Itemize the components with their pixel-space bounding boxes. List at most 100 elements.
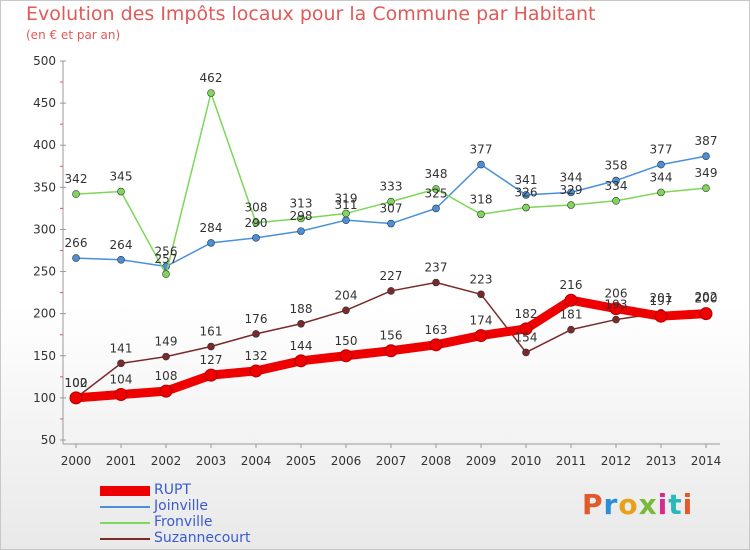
y-tick-label: 150 — [33, 349, 56, 363]
x-tick-label: 2011 — [556, 454, 587, 468]
data-label-suzannecourt: 161 — [200, 325, 223, 339]
line-chart: 50 100 150 200 250 300 350 400 450 500 2000 2001 200… — [33, 54, 721, 468]
data-label-fronville: 348 — [425, 167, 448, 181]
chart-title: Evolution des Impôts locaux pour la Comm… — [26, 3, 596, 25]
point-suzannecourt — [162, 352, 170, 361]
logo-letter: i — [682, 488, 694, 521]
x-tick-label: 2001 — [106, 454, 137, 468]
x-tick-label: 2005 — [286, 454, 317, 468]
data-label-suzannecourt: 102 — [65, 376, 88, 390]
x-tick-label: 2012 — [601, 454, 632, 468]
data-label-fronville: 334 — [605, 179, 628, 193]
point-fronville — [522, 203, 530, 212]
point-suzannecourt — [117, 359, 125, 368]
x-tick-label: 2002 — [151, 454, 182, 468]
data-label-fronville: 319 — [335, 191, 358, 205]
x-tick-label: 2013 — [646, 454, 677, 468]
data-label-rupt: 156 — [380, 329, 403, 343]
data-label-joinville: 341 — [515, 173, 538, 187]
point-rupt — [339, 349, 353, 363]
point-fronville — [702, 184, 710, 192]
logo-letter: i — [657, 488, 669, 521]
point-rupt — [159, 384, 173, 398]
y-tick-label: 350 — [33, 180, 56, 194]
proxiti-logo: Proxiti — [582, 488, 693, 521]
point-rupt — [474, 329, 488, 343]
data-label-fronville: 308 — [245, 201, 268, 215]
point-fronville — [342, 209, 350, 218]
point-suzannecourt — [612, 315, 620, 324]
point-fronville — [387, 197, 395, 206]
point-joinville — [612, 176, 620, 185]
logo-letter: t — [668, 488, 683, 521]
data-label-joinville: 298 — [290, 209, 313, 223]
data-label-joinville: 311 — [335, 198, 358, 212]
legend-label-joinville: Joinville — [154, 498, 209, 514]
point-rupt — [114, 388, 128, 402]
point-rupt — [429, 338, 443, 352]
y-tick-label: 100 — [33, 391, 56, 405]
data-label-suzannecourt: 202 — [695, 290, 718, 304]
data-label-rupt: 197 — [650, 294, 673, 308]
x-tick-label: 2010 — [511, 454, 542, 468]
point-suzannecourt — [387, 287, 395, 295]
y-tick-label: 400 — [33, 138, 56, 152]
point-rupt — [519, 322, 533, 336]
data-label-rupt: 132 — [245, 349, 268, 363]
data-label-joinville: 377 — [650, 143, 673, 157]
point-rupt — [609, 302, 623, 316]
point-joinville — [702, 152, 710, 160]
point-suzannecourt — [207, 342, 215, 351]
point-rupt — [69, 391, 83, 405]
point-fronville — [162, 270, 170, 278]
data-label-suzannecourt: 227 — [380, 269, 403, 283]
point-fronville — [432, 185, 440, 193]
data-label-joinville: 387 — [695, 134, 718, 148]
point-joinville — [657, 160, 665, 169]
x-tick-label: 2000 — [61, 454, 92, 468]
data-label-rupt: 127 — [200, 353, 223, 367]
point-rupt — [294, 354, 308, 368]
data-label-rupt: 216 — [560, 278, 583, 292]
data-label-rupt: 182 — [515, 307, 538, 321]
data-label-fronville: 342 — [65, 172, 88, 186]
data-label-suzannecourt: 223 — [470, 272, 493, 286]
logo-letter: P — [582, 488, 604, 521]
data-label-suzannecourt: 176 — [245, 312, 268, 326]
data-label-fronville: 257 — [155, 252, 178, 266]
data-label-suzannecourt: 188 — [290, 302, 313, 316]
point-rupt — [249, 364, 263, 378]
data-label-rupt: 108 — [155, 369, 178, 383]
legend-label-rupt: RUPT — [154, 482, 191, 498]
data-label-fronville: 326 — [515, 186, 538, 200]
x-tick-label: 2007 — [376, 454, 407, 468]
point-rupt — [384, 344, 398, 358]
point-suzannecourt — [477, 290, 485, 299]
point-joinville — [477, 160, 485, 169]
point-joinville — [432, 204, 440, 213]
data-label-joinville: 256 — [155, 245, 178, 259]
data-label-rupt: 150 — [335, 334, 358, 348]
data-label-rupt: 144 — [290, 339, 313, 353]
data-label-joinville: 358 — [605, 159, 628, 173]
data-label-rupt: 104 — [110, 373, 133, 387]
data-label-joinville: 284 — [200, 221, 223, 235]
data-label-joinville: 344 — [560, 170, 583, 184]
y-tick-label: 300 — [33, 222, 56, 236]
data-label-joinville: 290 — [245, 216, 268, 230]
data-label-joinville: 307 — [380, 202, 403, 216]
data-label-suzannecourt: 149 — [155, 335, 178, 349]
x-tick-label: 2008 — [421, 454, 452, 468]
point-joinville — [522, 191, 530, 199]
point-joinville — [567, 188, 575, 197]
point-rupt — [654, 309, 668, 323]
data-label-fronville: 329 — [560, 183, 583, 197]
point-rupt — [204, 368, 218, 382]
data-label-rupt: 174 — [470, 314, 493, 328]
point-joinville — [387, 219, 395, 228]
data-label-fronville: 345 — [110, 170, 133, 184]
legend-label-suzannecourt: Suzannecourt — [154, 530, 251, 546]
data-label-suzannecourt: 204 — [335, 288, 358, 302]
data-label-rupt: 100 — [65, 376, 88, 390]
